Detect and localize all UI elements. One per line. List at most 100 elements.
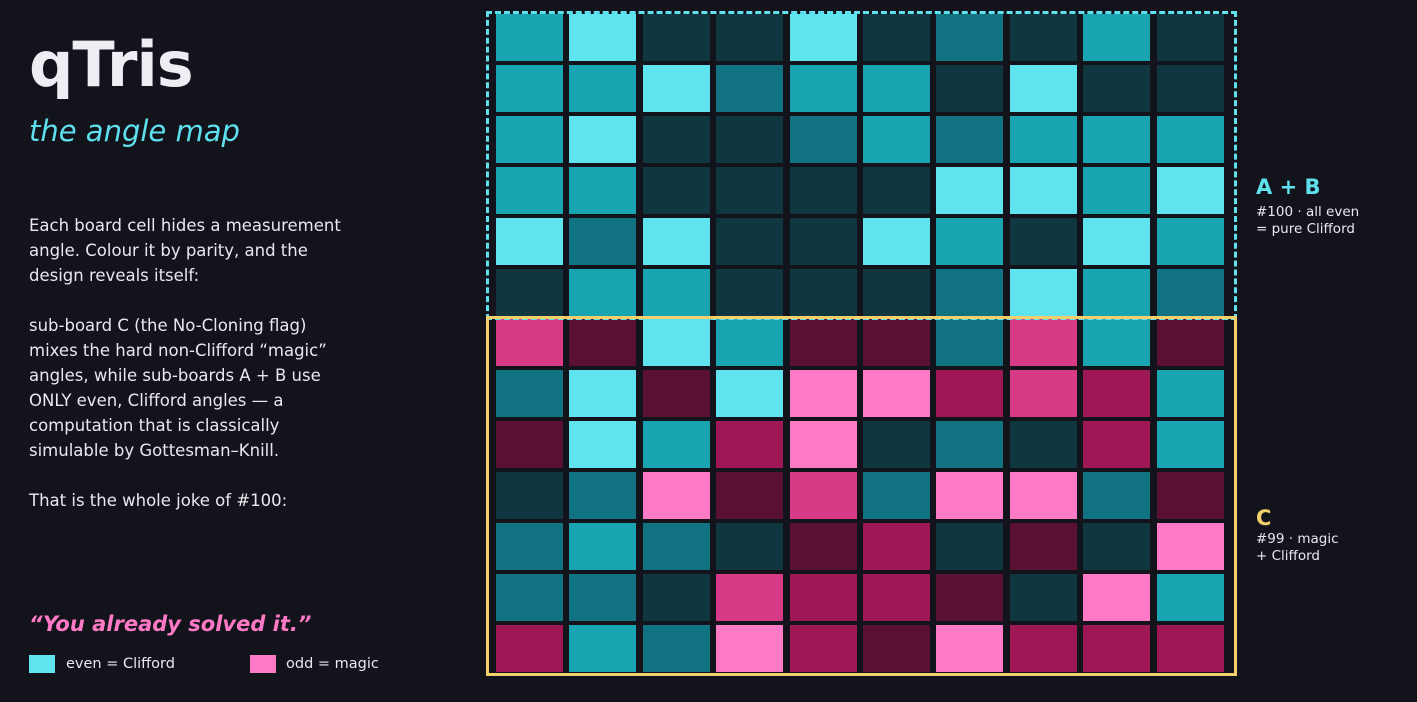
board-cell bbox=[1010, 472, 1077, 519]
board-cell bbox=[790, 319, 857, 366]
legend-odd-swatch bbox=[250, 655, 276, 673]
board-cell bbox=[1157, 421, 1224, 468]
board-cell bbox=[716, 218, 783, 265]
board-cell bbox=[1083, 14, 1150, 61]
board-cell bbox=[863, 269, 930, 316]
board-cell bbox=[1083, 472, 1150, 519]
board-cell bbox=[790, 65, 857, 112]
board-cell bbox=[496, 65, 563, 112]
board-cell bbox=[643, 319, 710, 366]
board-cell bbox=[1083, 523, 1150, 570]
board-cell bbox=[569, 14, 636, 61]
board-cell bbox=[643, 167, 710, 214]
board-cell bbox=[1083, 269, 1150, 316]
board-cell bbox=[496, 269, 563, 316]
board-cell bbox=[1157, 14, 1224, 61]
board-cell bbox=[863, 218, 930, 265]
board-cell bbox=[936, 421, 1003, 468]
board-cell bbox=[496, 218, 563, 265]
board-cell bbox=[716, 319, 783, 366]
board-cell bbox=[1083, 319, 1150, 366]
board-cell bbox=[936, 319, 1003, 366]
board-cell bbox=[643, 269, 710, 316]
board-cell bbox=[1083, 116, 1150, 163]
board-cell bbox=[569, 167, 636, 214]
tagline-quote: “You already solved it.” bbox=[29, 612, 312, 636]
board-cell bbox=[1157, 218, 1224, 265]
board-cell bbox=[936, 116, 1003, 163]
board-cell bbox=[790, 269, 857, 316]
board-cell bbox=[1157, 65, 1224, 112]
board-cell bbox=[790, 14, 857, 61]
board-cell bbox=[1083, 167, 1150, 214]
board-cell bbox=[496, 116, 563, 163]
page-subtitle: the angle map bbox=[29, 114, 240, 148]
region-ab-note: #100 · all even = pure Clifford bbox=[1256, 204, 1359, 238]
board-cell bbox=[716, 472, 783, 519]
board-cell bbox=[1010, 269, 1077, 316]
region-c-note: #99 · magic + Clifford bbox=[1256, 531, 1339, 565]
note-line: #99 · magic bbox=[1256, 531, 1339, 547]
board-cell bbox=[936, 472, 1003, 519]
board-cell bbox=[936, 14, 1003, 61]
board-cell bbox=[496, 14, 563, 61]
note-line: #100 · all even bbox=[1256, 204, 1360, 220]
board-cell bbox=[790, 472, 857, 519]
board-cell bbox=[643, 116, 710, 163]
board-cell bbox=[569, 625, 636, 672]
board-cell bbox=[936, 574, 1003, 621]
board-cell bbox=[863, 625, 930, 672]
board-cell bbox=[1083, 65, 1150, 112]
page-title: qTris bbox=[29, 28, 194, 101]
description-paragraph-1: Each board cell hides a measurement angl… bbox=[29, 213, 374, 288]
board-cell bbox=[569, 116, 636, 163]
board-cell bbox=[716, 574, 783, 621]
board-cell bbox=[1010, 319, 1077, 366]
board-cell bbox=[1010, 167, 1077, 214]
board-cell bbox=[790, 574, 857, 621]
board-cell bbox=[1157, 574, 1224, 621]
board-cell bbox=[569, 370, 636, 417]
board-cell bbox=[569, 269, 636, 316]
board-cell bbox=[496, 421, 563, 468]
board-cell bbox=[936, 269, 1003, 316]
board-cell bbox=[716, 65, 783, 112]
board-cell bbox=[496, 167, 563, 214]
board-cell bbox=[790, 167, 857, 214]
board-cell bbox=[643, 14, 710, 61]
board-cell bbox=[863, 370, 930, 417]
board-cell bbox=[1157, 167, 1224, 214]
board-cell bbox=[716, 421, 783, 468]
board-cell bbox=[569, 574, 636, 621]
board-cell bbox=[790, 421, 857, 468]
board-cell bbox=[569, 65, 636, 112]
board-cell bbox=[496, 574, 563, 621]
board-cell bbox=[569, 472, 636, 519]
board-cell bbox=[863, 319, 930, 366]
text-line: That is the whole joke of #100: bbox=[29, 491, 288, 510]
board-cell bbox=[863, 472, 930, 519]
board-cell bbox=[496, 523, 563, 570]
board-cell bbox=[569, 523, 636, 570]
region-c-frame bbox=[486, 316, 1237, 676]
board-cell bbox=[716, 370, 783, 417]
board-cell bbox=[863, 421, 930, 468]
board-cell bbox=[496, 625, 563, 672]
board-cell bbox=[716, 625, 783, 672]
board-cell bbox=[1083, 218, 1150, 265]
text-line: Each board cell hides a measurement bbox=[29, 216, 341, 235]
board-cell bbox=[716, 167, 783, 214]
board-cell bbox=[1010, 14, 1077, 61]
board-cell bbox=[643, 421, 710, 468]
board-cell bbox=[1010, 523, 1077, 570]
board-cell bbox=[569, 218, 636, 265]
text-line: angle. Colour it by parity, and the bbox=[29, 241, 308, 260]
legend-even-swatch bbox=[29, 655, 55, 673]
text-line: sub-board C (the No-Cloning flag) bbox=[29, 316, 307, 335]
board-cell bbox=[863, 65, 930, 112]
board-cell bbox=[643, 472, 710, 519]
board-cell bbox=[863, 116, 930, 163]
legend-odd-label: odd = magic bbox=[286, 656, 379, 672]
region-ab-title: A + B bbox=[1256, 175, 1321, 199]
legend-even-label: even = Clifford bbox=[66, 656, 175, 672]
